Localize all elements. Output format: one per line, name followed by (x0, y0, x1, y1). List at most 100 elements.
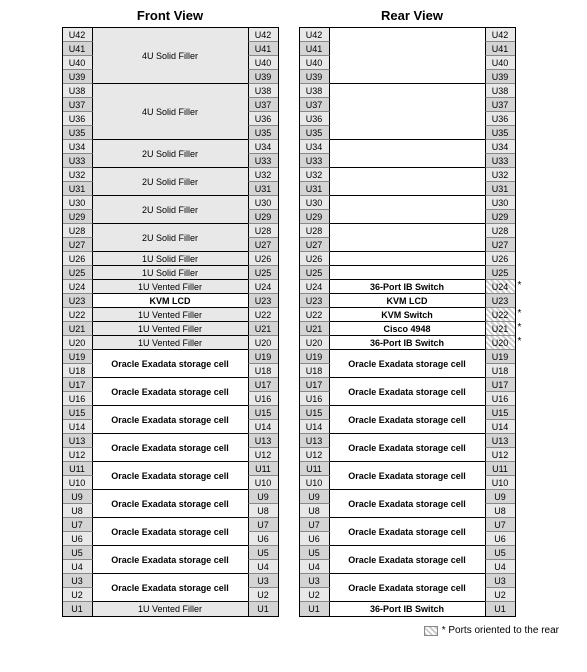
front-rack: U42U41U40U39U38U37U36U35U34U33U32U31U30U… (62, 27, 279, 617)
unit-label: U4 (485, 560, 515, 574)
unit-label: U6 (300, 532, 330, 546)
rack-slot (330, 168, 485, 196)
star-marker (516, 139, 526, 153)
rack-slot: Oracle Exadata storage cell (93, 350, 248, 378)
unit-label: U19 (485, 350, 515, 364)
unit-label: U18 (248, 364, 278, 378)
star-marker (516, 559, 526, 573)
rack-slot: 1U Vented Filler (93, 336, 248, 350)
star-marker (516, 489, 526, 503)
star-marker (516, 251, 526, 265)
unit-label: U34 (485, 140, 515, 154)
star-marker (516, 601, 526, 615)
rack-slot (330, 196, 485, 224)
unit-label: U7 (63, 518, 93, 532)
rack-slot (330, 252, 485, 266)
unit-label: U11 (485, 462, 515, 476)
unit-label: U35 (485, 126, 515, 140)
unit-label: U38 (485, 84, 515, 98)
unit-label: U12 (63, 448, 93, 462)
rack-slot: Oracle Exadata storage cell (93, 434, 248, 462)
rack-slot: 1U Vented Filler (93, 322, 248, 336)
star-marker: * (516, 279, 526, 293)
unit-label: U32 (300, 168, 330, 182)
unit-label: U17 (485, 378, 515, 392)
star-marker (516, 503, 526, 517)
star-marker (516, 153, 526, 167)
unit-label: U29 (248, 210, 278, 224)
unit-label: U42 (300, 28, 330, 42)
unit-label: U42 (485, 28, 515, 42)
unit-label: U28 (485, 224, 515, 238)
rack-slot: 2U Solid Filler (93, 168, 248, 196)
unit-label: U26 (300, 252, 330, 266)
unit-label: U24 (63, 280, 93, 294)
unit-label: U22 (63, 308, 93, 322)
unit-label: U2 (300, 588, 330, 602)
unit-label: U18 (300, 364, 330, 378)
unit-label: U33 (485, 154, 515, 168)
star-marker (516, 27, 526, 41)
rack-slot: 4U Solid Filler (93, 28, 248, 84)
rack-slot: Oracle Exadata storage cell (330, 378, 485, 406)
star-marker (516, 167, 526, 181)
unit-label: U34 (300, 140, 330, 154)
unit-label: U28 (300, 224, 330, 238)
unit-label: U29 (485, 210, 515, 224)
unit-label: U12 (485, 448, 515, 462)
unit-label: U18 (63, 364, 93, 378)
unit-label: U8 (300, 504, 330, 518)
unit-label: U16 (63, 392, 93, 406)
unit-label: U2 (248, 588, 278, 602)
unit-label: U14 (300, 420, 330, 434)
rack-slot: Oracle Exadata storage cell (330, 490, 485, 518)
rack-slot: 36-Port IB Switch (330, 280, 485, 294)
unit-label: U26 (63, 252, 93, 266)
unit-label: U15 (300, 406, 330, 420)
rack-slot: 2U Solid Filler (93, 140, 248, 168)
rack-slot: Oracle Exadata storage cell (93, 518, 248, 546)
star-marker (516, 349, 526, 363)
unit-label: U16 (485, 392, 515, 406)
unit-label: U38 (248, 84, 278, 98)
unit-label: U32 (63, 168, 93, 182)
unit-label: U30 (485, 196, 515, 210)
front-title: Front View (62, 8, 279, 23)
star-marker (516, 265, 526, 279)
unit-label: U36 (485, 112, 515, 126)
unit-label: U17 (248, 378, 278, 392)
rack-slot: Oracle Exadata storage cell (330, 434, 485, 462)
star-marker (516, 83, 526, 97)
star-marker (516, 55, 526, 69)
unit-label: U5 (248, 546, 278, 560)
rack-slot: Oracle Exadata storage cell (93, 378, 248, 406)
rack-slot: Cisco 4948 (330, 322, 485, 336)
unit-label: U9 (300, 490, 330, 504)
star-marker (516, 587, 526, 601)
unit-label: U11 (248, 462, 278, 476)
unit-label: U22 (248, 308, 278, 322)
star-marker (516, 447, 526, 461)
unit-label: U38 (63, 84, 93, 98)
unit-label: U20 (485, 336, 515, 350)
unit-label: U20 (248, 336, 278, 350)
unit-label: U40 (485, 56, 515, 70)
unit-label: U40 (248, 56, 278, 70)
unit-label: U7 (485, 518, 515, 532)
rack-slot: Oracle Exadata storage cell (330, 462, 485, 490)
unit-label: U41 (63, 42, 93, 56)
unit-label: U36 (63, 112, 93, 126)
rack-slot: 1U Solid Filler (93, 252, 248, 266)
unit-label: U28 (63, 224, 93, 238)
unit-label: U3 (300, 574, 330, 588)
rack-slot: Oracle Exadata storage cell (93, 490, 248, 518)
unit-label: U4 (248, 560, 278, 574)
unit-label: U30 (300, 196, 330, 210)
unit-label: U23 (485, 294, 515, 308)
unit-label: U25 (485, 266, 515, 280)
star-marker (516, 545, 526, 559)
unit-label: U23 (63, 294, 93, 308)
unit-label: U10 (485, 476, 515, 490)
rack-slot (330, 224, 485, 252)
rear-units-right: U42U41U40U39U38U37U36U35U34U33U32U31U30U… (485, 28, 515, 616)
